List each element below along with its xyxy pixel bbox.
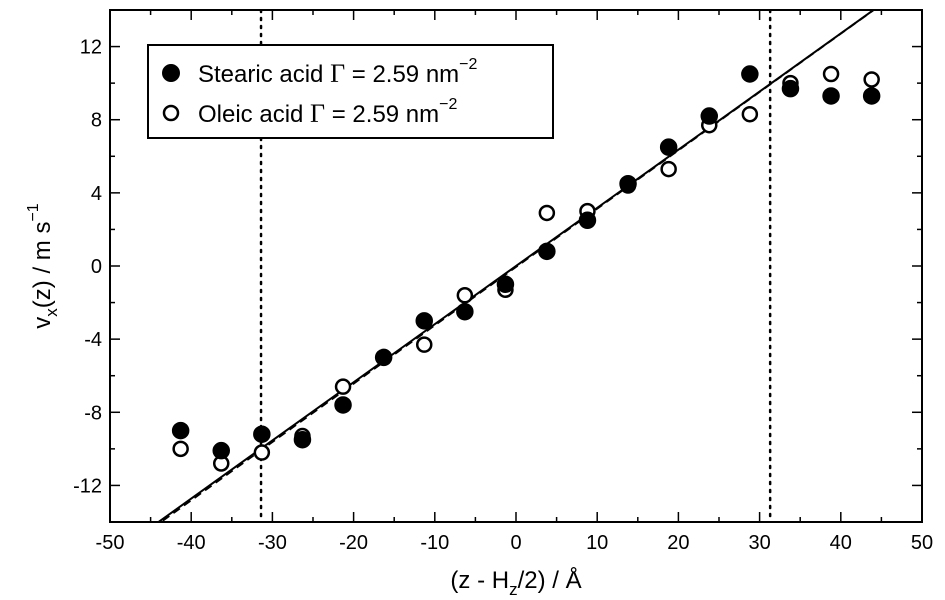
legend: Stearic acid Γ = 2.59 nm−2 Oleic acid Γ … [147,44,554,139]
stearic-point [171,421,190,440]
x-axis-title-prefix: (z - H [450,567,509,594]
stearic-point [822,87,840,105]
legend-oleic-exponent: −2 [439,96,457,113]
x-tick-label: 30 [748,532,770,554]
legend-box [147,44,554,139]
legend-stearic-name: Stearic acid [198,61,330,88]
legend-stearic-exponent: −2 [459,56,477,73]
x-tick-label: -30 [258,532,287,554]
stearic-point [293,430,312,449]
oleic-point [415,336,433,353]
stearic-point [619,174,637,193]
stearic-point [538,242,556,261]
x-tick-label: 20 [667,532,689,554]
x-tick-label: 50 [911,532,933,554]
oleic-point [660,160,677,178]
stearic-point [212,441,230,460]
stearic-point [781,79,800,98]
stearic-point [456,302,474,321]
x-tick-label: -50 [96,532,125,554]
x-tick-label: -40 [177,532,206,554]
x-axis-title: (z - Hz/2) / Å [450,566,581,599]
oleic-point [741,105,759,123]
y-tick-label: -8 [84,402,102,424]
axis-ticks [109,9,923,523]
x-axis-title-suffix: /2) / Å [518,566,582,594]
y-tick-label: 0 [91,256,102,278]
stearic-point [496,275,515,294]
x-axis-title-subscript: z [509,580,518,599]
legend-stearic-value: = 2.59 nm [345,61,459,88]
oleic-point [253,444,271,461]
x-tick-label: -20 [339,532,368,554]
stearic-point [334,396,352,414]
stearic-point [862,87,881,105]
y-tick-label: -12 [73,475,102,497]
y-tick-label: -4 [84,329,102,351]
legend-oleic-name: Oleic acid [198,101,310,128]
y-axis-title-prefix: v [29,317,56,329]
x-tick-label: 0 [510,532,521,554]
y-tick-label: 8 [91,110,102,132]
x-tick-label: 10 [586,532,608,554]
stearic-point [741,65,759,83]
legend-label-stearic: Stearic acid Γ = 2.59 nm−2 [198,56,478,88]
oleic-point [863,71,880,88]
stearic-point [659,138,678,156]
y-axis-title-middle: (z) / m s [29,222,56,309]
y-axis-title-superscript: −1 [25,203,42,221]
data-markers [171,65,881,472]
legend-marker-oleic [162,104,180,122]
oleic-point [538,204,556,222]
legend-marker-stearic [162,64,180,82]
fit-lines [156,10,876,522]
legend-oleic-value: = 2.59 nm [325,101,439,128]
legend-label-oleic: Oleic acid Γ = 2.59 nm−2 [198,96,458,128]
stearic-point [374,348,393,367]
legend-oleic-gamma: Γ [310,99,325,128]
stearic-point [700,107,719,125]
x-tick-label: 40 [830,532,852,554]
oleic-point [172,440,189,458]
y-tick-label: 12 [80,37,102,59]
y-tick-label: 4 [91,183,102,205]
legend-stearic-gamma: Γ [330,59,345,88]
oleic-point [822,65,840,83]
stearic-point [415,312,433,330]
stearic-point [253,425,271,443]
y-axis-title-subscript: x [42,308,61,317]
oleic-point [456,287,474,304]
fit-line-dashed [159,10,876,522]
x-tick-label: -10 [420,532,449,554]
oleic-point [334,378,352,395]
y-axis-title: vx(z) / m s−1 [25,203,61,329]
stearic-point [578,211,597,230]
